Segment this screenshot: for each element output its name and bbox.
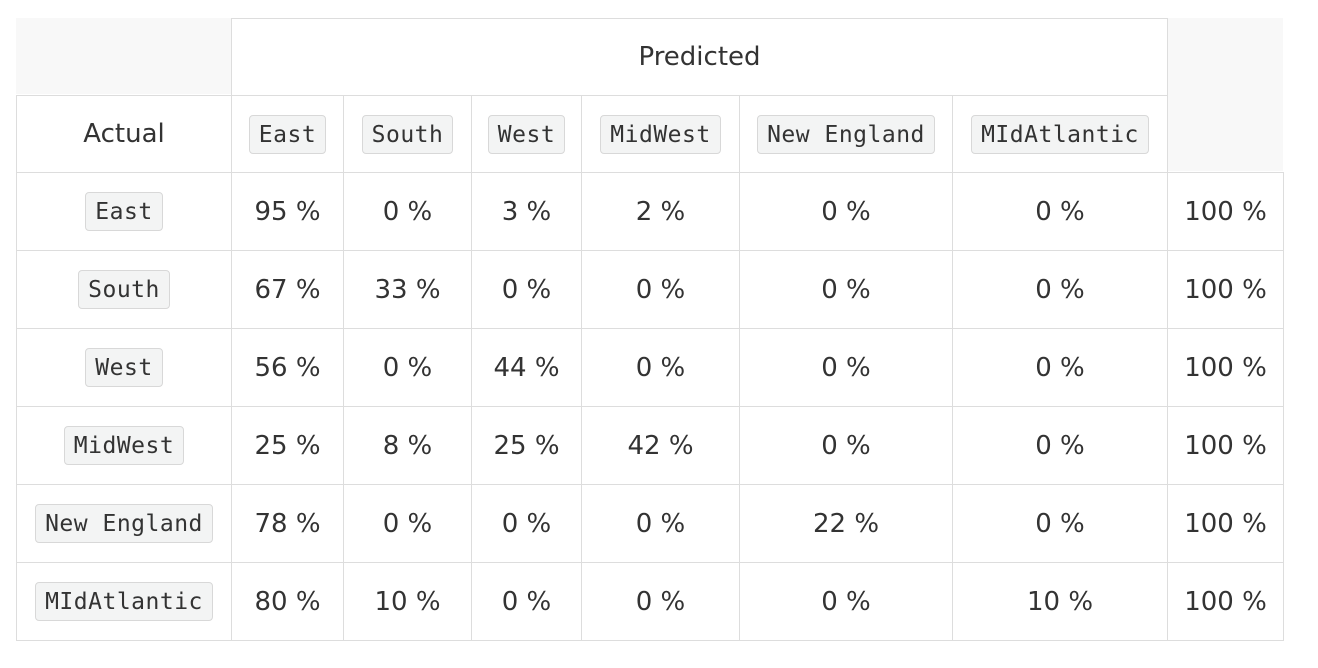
matrix-cell: 25 % bbox=[231, 406, 344, 485]
actual-class-header: MIdAtlantic bbox=[16, 562, 232, 641]
matrix-cell: 0 % bbox=[581, 328, 740, 407]
predicted-class-header: South bbox=[343, 95, 472, 173]
table-row: South 67 % 33 % 0 % 0 % 0 % 0 % 100 % bbox=[16, 250, 1284, 329]
predicted-class-header: MidWest bbox=[581, 95, 740, 173]
actual-class-header: New England bbox=[16, 484, 232, 563]
predicted-class-header: New England bbox=[739, 95, 953, 173]
matrix-cell: 0 % bbox=[471, 562, 582, 641]
table-row: New England 78 % 0 % 0 % 0 % 22 % 0 % 10… bbox=[16, 484, 1284, 563]
matrix-cell: 25 % bbox=[471, 406, 582, 485]
matrix-cell: 0 % bbox=[739, 172, 953, 251]
class-tag: MIdAtlantic bbox=[971, 114, 1149, 154]
actual-header: Actual bbox=[16, 95, 232, 173]
row-total: 100 % bbox=[1167, 406, 1284, 485]
class-tag: West bbox=[487, 114, 566, 154]
actual-class-header: MidWest bbox=[16, 406, 232, 485]
matrix-cell: 22 % bbox=[739, 484, 953, 563]
matrix-cell: 0 % bbox=[581, 484, 740, 563]
matrix-cell: 0 % bbox=[343, 328, 472, 407]
row-total: 100 % bbox=[1167, 172, 1284, 251]
actual-class-header: East bbox=[16, 172, 232, 251]
table-row: MidWest 25 % 8 % 25 % 42 % 0 % 0 % 100 % bbox=[16, 406, 1284, 485]
table-row: MIdAtlantic 80 % 10 % 0 % 0 % 0 % 10 % 1… bbox=[16, 562, 1284, 641]
confusion-matrix-container: Predicted Actual East South West MidWest… bbox=[16, 18, 1284, 641]
matrix-cell: 2 % bbox=[581, 172, 740, 251]
matrix-cell: 0 % bbox=[343, 484, 472, 563]
matrix-cell: 56 % bbox=[231, 328, 344, 407]
corner-cell bbox=[17, 19, 232, 96]
matrix-cell: 8 % bbox=[343, 406, 472, 485]
matrix-cell: 0 % bbox=[739, 328, 953, 407]
matrix-cell: 3 % bbox=[471, 172, 582, 251]
matrix-cell: 0 % bbox=[952, 250, 1168, 329]
row-total: 100 % bbox=[1167, 250, 1284, 329]
corner-background bbox=[16, 18, 231, 94]
matrix-cell: 42 % bbox=[581, 406, 740, 485]
row-total: 100 % bbox=[1167, 562, 1284, 641]
matrix-cell: 0 % bbox=[343, 172, 472, 251]
class-tag: West bbox=[85, 348, 163, 387]
class-tag: New England bbox=[35, 504, 213, 543]
matrix-cell: 0 % bbox=[952, 484, 1168, 563]
matrix-cell: 0 % bbox=[739, 562, 953, 641]
totals-corner-cell bbox=[1168, 19, 1284, 96]
confusion-matrix-table: Predicted Actual East South West MidWest… bbox=[16, 18, 1284, 641]
matrix-cell: 33 % bbox=[343, 250, 472, 329]
table-row: East 95 % 0 % 3 % 2 % 0 % 0 % 100 % bbox=[16, 172, 1284, 251]
matrix-cell: 44 % bbox=[471, 328, 582, 407]
table-row: West 56 % 0 % 44 % 0 % 0 % 0 % 100 % bbox=[16, 328, 1284, 407]
row-total: 100 % bbox=[1167, 484, 1284, 563]
matrix-cell: 80 % bbox=[231, 562, 344, 641]
matrix-cell: 67 % bbox=[231, 250, 344, 329]
class-tag: East bbox=[248, 114, 327, 154]
predicted-class-header: MIdAtlantic bbox=[952, 95, 1168, 173]
class-tag: MIdAtlantic bbox=[35, 582, 213, 621]
actual-class-header: West bbox=[16, 328, 232, 407]
matrix-cell: 10 % bbox=[343, 562, 472, 641]
matrix-cell: 0 % bbox=[952, 406, 1168, 485]
class-tag: East bbox=[85, 192, 163, 231]
matrix-cell: 10 % bbox=[952, 562, 1168, 641]
predicted-class-header: West bbox=[471, 95, 582, 173]
class-tag: South bbox=[361, 114, 454, 154]
totals-header-background bbox=[1167, 18, 1283, 171]
matrix-cell: 0 % bbox=[471, 484, 582, 563]
class-tag: MidWest bbox=[63, 426, 185, 465]
matrix-cell: 0 % bbox=[471, 250, 582, 329]
actual-class-header: South bbox=[16, 250, 232, 329]
matrix-cell: 0 % bbox=[581, 562, 740, 641]
predicted-header: Predicted bbox=[231, 18, 1168, 96]
matrix-cell: 78 % bbox=[231, 484, 344, 563]
matrix-cell: 95 % bbox=[231, 172, 344, 251]
matrix-cell: 0 % bbox=[739, 250, 953, 329]
row-total: 100 % bbox=[1167, 328, 1284, 407]
matrix-cell: 0 % bbox=[739, 406, 953, 485]
class-tag: South bbox=[78, 270, 170, 309]
matrix-cell: 0 % bbox=[952, 172, 1168, 251]
predicted-class-header: East bbox=[231, 95, 344, 173]
totals-header-cell bbox=[1168, 96, 1284, 173]
matrix-cell: 0 % bbox=[581, 250, 740, 329]
matrix-cell: 0 % bbox=[952, 328, 1168, 407]
class-tag: New England bbox=[757, 114, 935, 154]
class-tag: MidWest bbox=[600, 114, 721, 154]
